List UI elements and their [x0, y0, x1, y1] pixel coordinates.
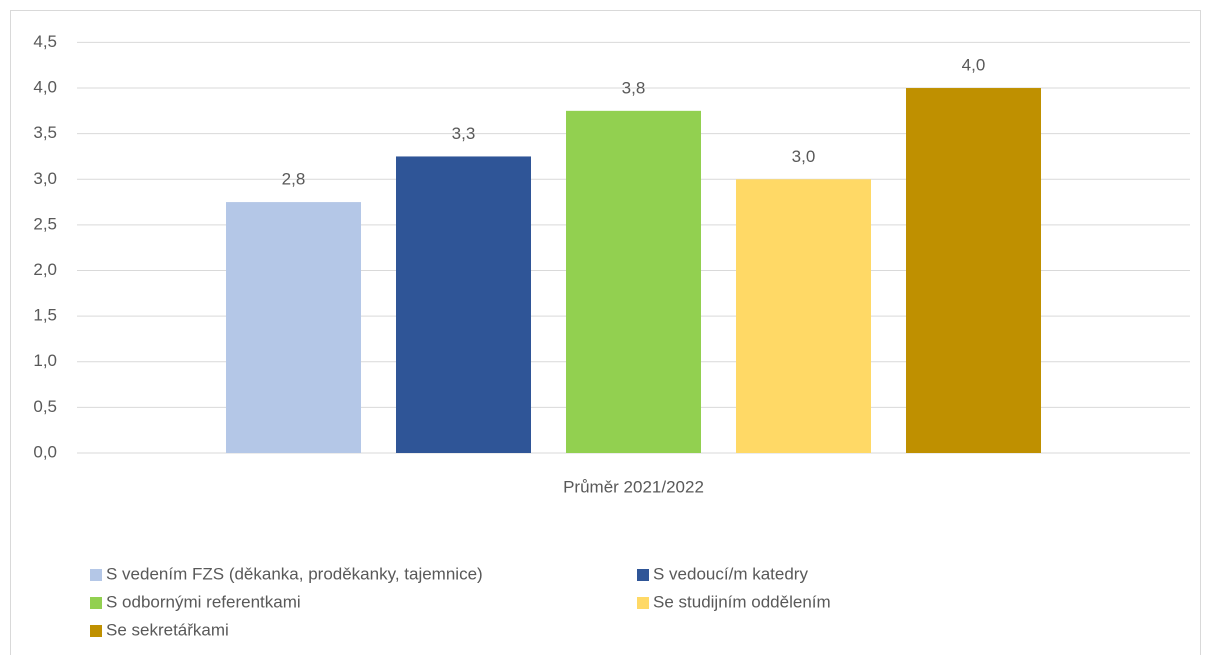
data-label: 4,0 [962, 56, 986, 75]
y-tick-label: 3,0 [33, 169, 57, 188]
y-tick-label: 0,5 [33, 397, 57, 416]
legend-swatch [90, 597, 102, 609]
y-tick-label: 1,5 [33, 306, 57, 325]
y-tick-label: 0,0 [33, 442, 57, 461]
bar [906, 88, 1041, 454]
chart-border [10, 10, 1201, 660]
y-tick-label: 1,0 [33, 351, 57, 370]
data-label: 3,3 [452, 124, 476, 143]
y-tick-label: 4,5 [33, 32, 57, 51]
y-tick-label: 2,0 [33, 260, 57, 279]
legend-swatch [90, 569, 102, 581]
y-tick-label: 3,5 [33, 123, 57, 142]
legend-label: Se sekretářkami [106, 620, 229, 639]
bar [396, 156, 531, 453]
bar [226, 202, 361, 453]
legend-label: S odbornými referentkami [106, 592, 301, 611]
legend-label: S vedením FZS (děkanka, proděkanky, taje… [106, 564, 483, 583]
legend-swatch [90, 625, 102, 637]
legend-swatch [637, 569, 649, 581]
legend-swatch [637, 597, 649, 609]
bar [566, 110, 701, 453]
legend-label: Se studijním oddělením [653, 592, 831, 611]
legend-label: S vedoucí/m katedry [653, 564, 808, 583]
y-tick-label: 4,0 [33, 78, 57, 97]
bar [736, 179, 871, 453]
data-label: 3,8 [622, 78, 646, 97]
data-label: 3,0 [792, 147, 816, 166]
x-tick-label: Průměr 2021/2022 [563, 477, 704, 496]
y-tick-label: 2,5 [33, 214, 57, 233]
data-label: 2,8 [282, 170, 306, 189]
